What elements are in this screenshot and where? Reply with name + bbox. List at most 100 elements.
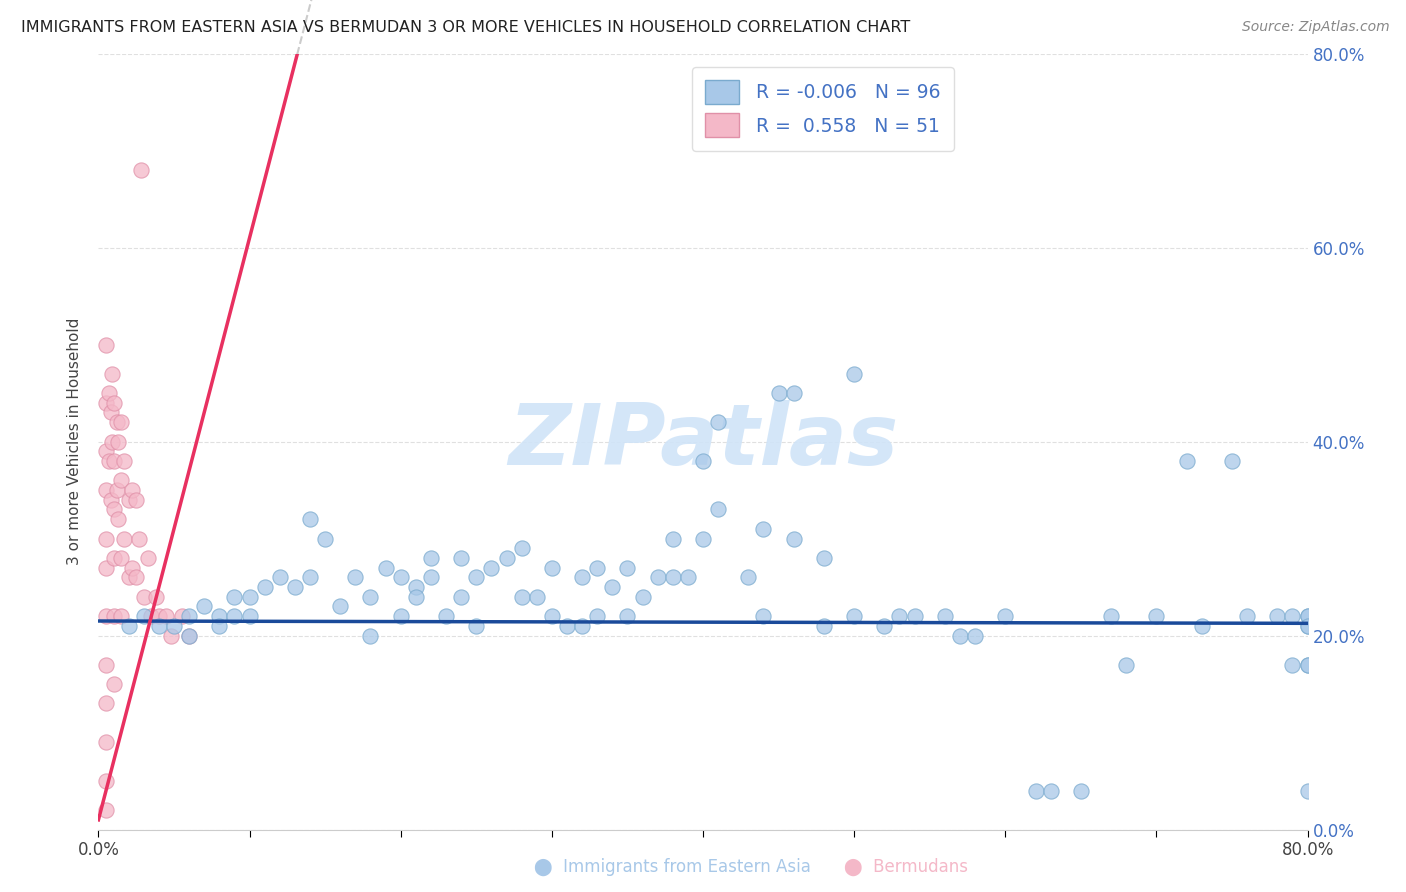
Y-axis label: 3 or more Vehicles in Household: 3 or more Vehicles in Household xyxy=(67,318,83,566)
Point xyxy=(949,628,972,642)
Point xyxy=(103,609,125,624)
Point xyxy=(314,532,336,546)
Point xyxy=(112,532,135,546)
Point xyxy=(405,590,427,604)
Point xyxy=(540,560,562,574)
Point xyxy=(450,550,472,566)
Point xyxy=(707,415,730,429)
Point xyxy=(98,454,121,468)
Point xyxy=(170,609,193,624)
Point xyxy=(94,774,117,789)
Point xyxy=(661,570,683,584)
Point xyxy=(107,512,129,526)
Point xyxy=(239,590,262,604)
Point xyxy=(434,609,457,624)
Point xyxy=(768,386,790,401)
Point xyxy=(94,444,117,458)
Point xyxy=(495,550,517,566)
Point xyxy=(647,570,669,584)
Point xyxy=(121,483,143,497)
Point xyxy=(844,367,866,381)
Point xyxy=(631,590,654,604)
Point xyxy=(1281,657,1303,672)
Point xyxy=(1296,619,1319,633)
Point xyxy=(1144,609,1167,624)
Point xyxy=(616,609,638,624)
Point xyxy=(661,532,683,546)
Point xyxy=(934,609,956,624)
Point xyxy=(101,434,124,449)
Point xyxy=(405,580,427,594)
Point xyxy=(1281,609,1303,624)
Point xyxy=(602,580,624,594)
Point xyxy=(103,677,125,691)
Point xyxy=(141,609,163,624)
Point xyxy=(752,609,775,624)
Point xyxy=(586,560,609,574)
Point xyxy=(1099,609,1122,624)
Point xyxy=(105,415,128,429)
Point xyxy=(360,628,382,642)
Point xyxy=(94,532,117,546)
Point xyxy=(160,628,183,642)
Point xyxy=(125,570,148,584)
Point xyxy=(269,570,291,584)
Point xyxy=(239,609,262,624)
Point xyxy=(94,483,117,497)
Point xyxy=(965,628,987,642)
Point xyxy=(94,396,117,410)
Point xyxy=(103,396,125,410)
Point xyxy=(136,550,159,566)
Point xyxy=(813,619,835,633)
Point xyxy=(179,628,201,642)
Point xyxy=(510,590,533,604)
Point xyxy=(1296,609,1319,624)
Point xyxy=(110,550,132,566)
Point xyxy=(1191,619,1213,633)
Point xyxy=(284,580,307,594)
Point xyxy=(101,367,124,381)
Point xyxy=(110,473,132,487)
Point xyxy=(676,570,699,584)
Point xyxy=(389,609,412,624)
Point xyxy=(94,337,117,351)
Point xyxy=(224,590,246,604)
Point xyxy=(94,560,117,574)
Point xyxy=(208,619,231,633)
Point xyxy=(994,609,1017,624)
Point xyxy=(752,522,775,536)
Point xyxy=(118,570,141,584)
Point xyxy=(481,560,503,574)
Point xyxy=(1024,783,1046,797)
Point xyxy=(889,609,911,624)
Point xyxy=(904,609,927,624)
Point xyxy=(148,619,170,633)
Point xyxy=(163,619,186,633)
Point xyxy=(692,532,714,546)
Point xyxy=(299,512,322,526)
Point xyxy=(586,609,609,624)
Point xyxy=(125,492,148,507)
Point xyxy=(1267,609,1289,624)
Point xyxy=(179,628,201,642)
Point xyxy=(103,454,125,468)
Point xyxy=(100,405,122,419)
Point xyxy=(783,532,806,546)
Point xyxy=(103,502,125,516)
Point xyxy=(389,570,412,584)
Point xyxy=(1175,454,1198,468)
Point xyxy=(374,560,396,574)
Point xyxy=(132,590,155,604)
Point xyxy=(526,590,548,604)
Point xyxy=(1296,783,1319,797)
Point xyxy=(224,609,246,624)
Point xyxy=(510,541,533,556)
Point xyxy=(100,492,122,507)
Point xyxy=(94,735,117,749)
Point xyxy=(179,609,201,624)
Point xyxy=(128,532,150,546)
Point xyxy=(121,560,143,574)
Point xyxy=(692,454,714,468)
Point xyxy=(299,570,322,584)
Point xyxy=(129,163,152,178)
